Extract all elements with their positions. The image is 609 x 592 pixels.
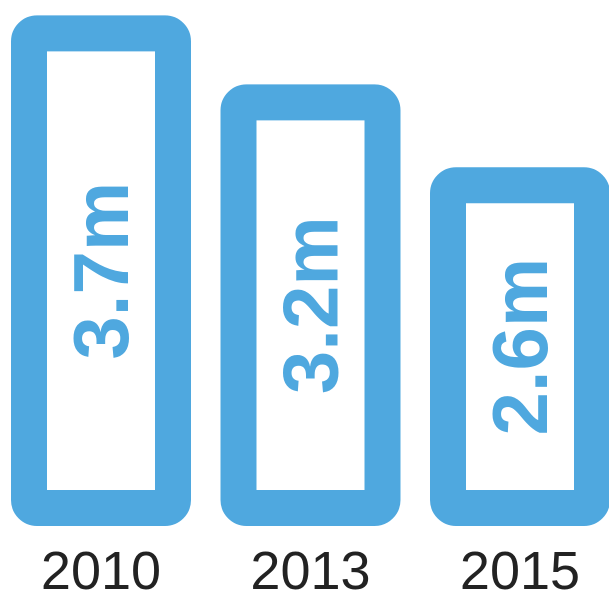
bar-2010: [11, 15, 191, 527]
bar-2015: [430, 167, 609, 526]
category-label-2015: 2015: [460, 541, 580, 592]
bar-2013: [220, 84, 401, 527]
value-label-2013: 3.2m: [267, 216, 355, 394]
category-labels-group: 2010 2013 2015: [41, 541, 580, 592]
value-labels-group: 3.7m 3.2m 2.6m: [57, 182, 564, 436]
value-label-2015: 2.6m: [476, 258, 564, 436]
value-label-2010: 3.7m: [57, 182, 145, 360]
category-label-2010: 2010: [41, 541, 161, 592]
bars-group: [11, 15, 609, 527]
category-label-2013: 2013: [250, 541, 370, 592]
